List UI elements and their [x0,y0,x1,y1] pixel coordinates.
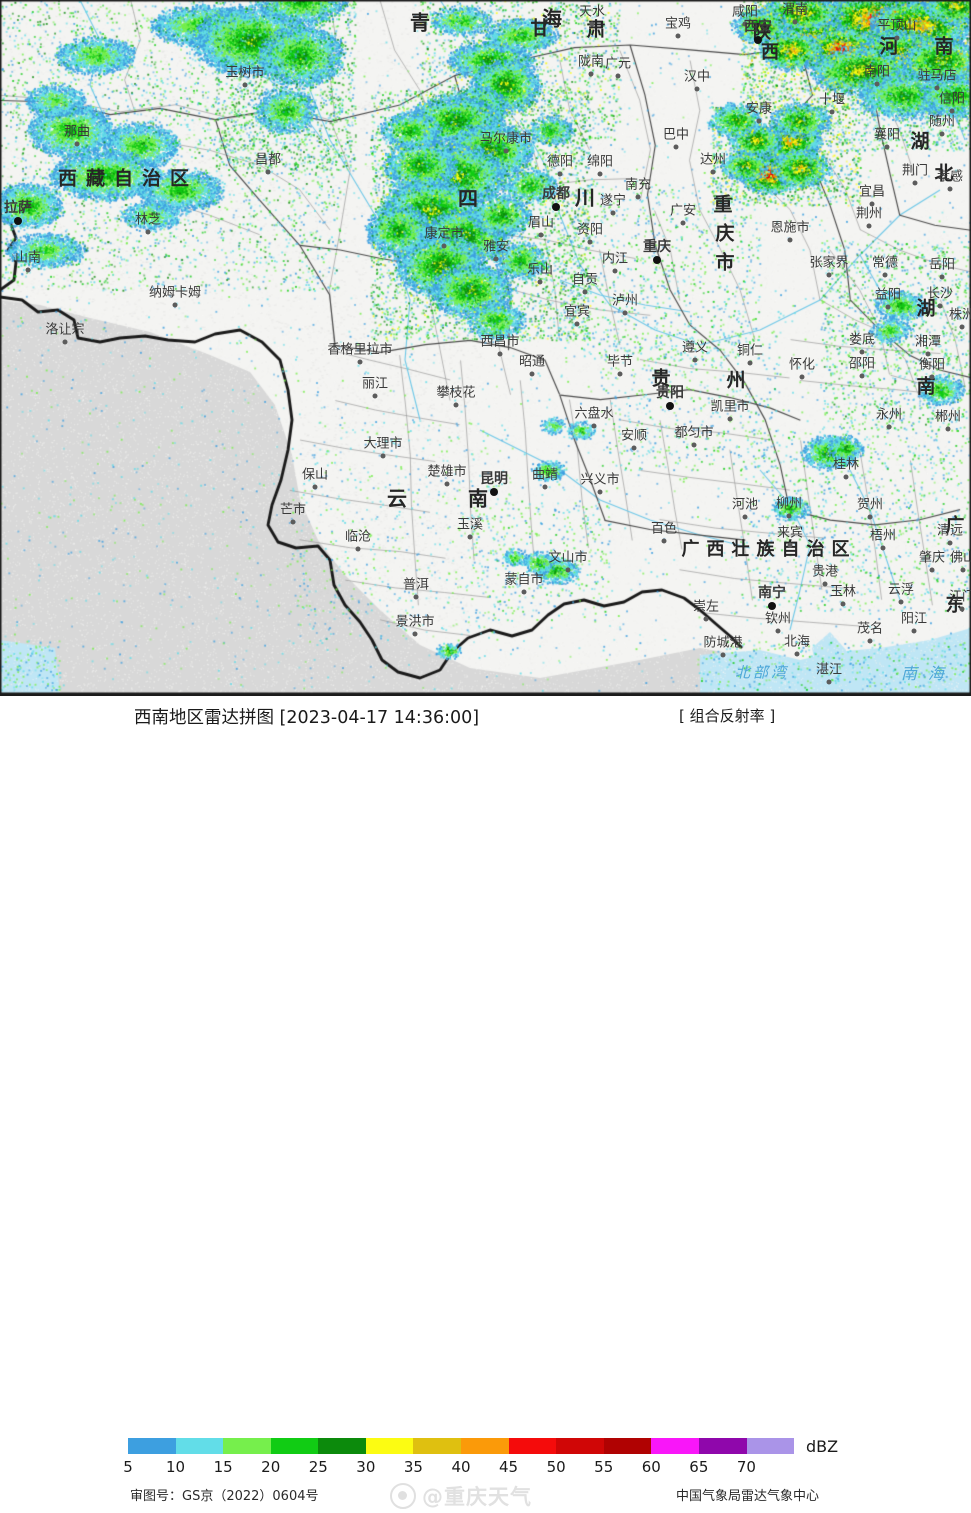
colorbar-swatch [508,1438,557,1454]
colorbar-swatch [365,1438,414,1454]
colorbar-tick: 70 [736,1458,756,1476]
colorbar-swatch [461,1438,509,1454]
legend-title: 西南地区雷达拼图 [2023-04-17 14:36:00] [134,708,480,728]
colorbar-tick: 45 [499,1458,519,1476]
dbz-colorbar[interactable] [128,1438,795,1454]
map-source-credit: 中国气象局雷达气象中心 [676,1489,820,1504]
weibo-logo-icon [390,1483,416,1509]
legend-title-row: 西南地区雷达拼图 [2023-04-17 14:36:00] [ 组合反射率 ] [0,704,971,730]
colorbar-swatch [698,1438,747,1454]
colorbar-tick: 35 [403,1458,423,1476]
colorbar-tick: 40 [451,1458,471,1476]
radar-map-canvas[interactable] [0,0,971,694]
colorbar-swatch [603,1438,652,1454]
legend-product-label: [ 组合反射率 ] [679,707,776,725]
colorbar-tick: 60 [641,1458,661,1476]
colorbar-tick: 10 [166,1458,186,1476]
watermark-text: @重庆天气 [422,1485,532,1509]
radar-map-panel[interactable]: 西藏自治区青海甘肃陕西四川重庆市云南贵州广西壮族自治区河南湖北湖南广东拉萨 山南那… [0,0,971,696]
colorbar-swatch [318,1438,366,1454]
colorbar-swatch [556,1438,604,1454]
colorbar-swatch [413,1438,462,1454]
colorbar-swatch [175,1438,224,1454]
colorbar-tick: 25 [308,1458,328,1476]
colorbar-swatch [128,1438,176,1454]
watermark: @重庆天气 [390,1479,630,1513]
colorbar-tick: 55 [594,1458,614,1476]
colorbar-swatch [746,1438,795,1454]
legend-panel: 西南地区雷达拼图 [2023-04-17 14:36:00] [ 组合反射率 ]… [0,696,971,1509]
dbz-colorbar-ticks: 5 10 15 20 25 30 35 40 45 50 55 60 65 70 [0,1458,971,1478]
colorbar-swatch [651,1438,699,1454]
colorbar-tick: 50 [546,1458,566,1476]
colorbar-tick: 30 [356,1458,376,1476]
dbz-unit-label: dBZ [806,1437,839,1456]
colorbar-tick: 5 [123,1458,133,1476]
colorbar-tick: 20 [261,1458,281,1476]
map-approval-number: 审图号：GS京（2022）0604号 [130,1489,319,1504]
colorbar-swatch [270,1438,319,1454]
colorbar-tick: 65 [689,1458,709,1476]
colorbar-tick: 15 [213,1458,233,1476]
colorbar-swatch [223,1438,271,1454]
